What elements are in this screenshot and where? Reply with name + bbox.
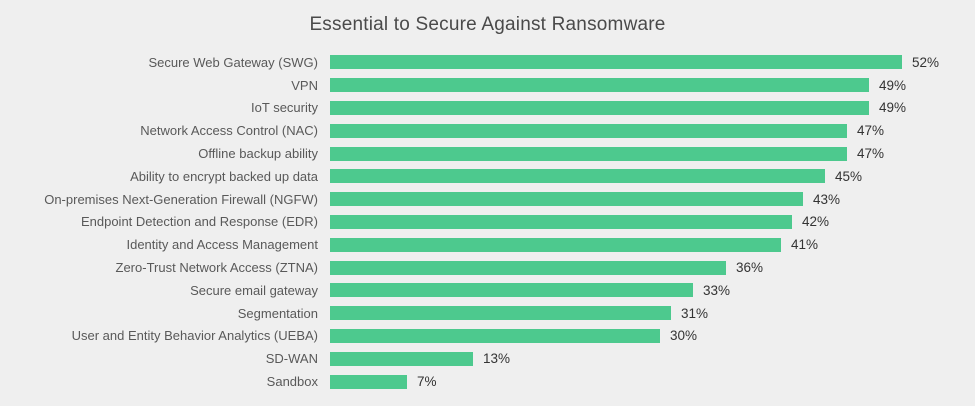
bar bbox=[330, 146, 847, 161]
value-label: 49% bbox=[879, 100, 907, 116]
bar bbox=[330, 237, 781, 252]
value-label: 41% bbox=[791, 237, 819, 253]
category-label: Identity and Access Management bbox=[126, 237, 318, 253]
category-label: On-premises Next-Generation Firewall (NG… bbox=[44, 191, 318, 207]
value-label: 31% bbox=[681, 305, 709, 321]
chart-row: Ability to encrypt backed up data 45% bbox=[0, 165, 975, 188]
bar-track: 30% bbox=[330, 325, 975, 348]
value-label: 30% bbox=[670, 328, 698, 344]
bar-track: 13% bbox=[330, 347, 975, 370]
category-label: Ability to encrypt backed up data bbox=[130, 168, 318, 184]
bar-track: 49% bbox=[330, 74, 975, 97]
value-label: 13% bbox=[483, 351, 511, 367]
bar bbox=[330, 123, 847, 138]
value-label: 36% bbox=[736, 260, 764, 276]
category-label: SD-WAN bbox=[265, 351, 318, 367]
value-label: 45% bbox=[835, 168, 863, 184]
category-label: Zero-Trust Network Access (ZTNA) bbox=[115, 260, 318, 276]
chart-row: On-premises Next-Generation Firewall (NG… bbox=[0, 188, 975, 211]
chart-row: Offline backup ability 47% bbox=[0, 142, 975, 165]
category-label: Segmentation bbox=[237, 305, 318, 321]
chart-row: Endpoint Detection and Response (EDR) 42% bbox=[0, 211, 975, 234]
bar-track: 36% bbox=[330, 256, 975, 279]
value-label: 49% bbox=[879, 77, 907, 93]
category-label: IoT security bbox=[251, 100, 318, 116]
bar bbox=[330, 374, 407, 389]
category-label: Sandbox bbox=[266, 374, 318, 390]
bar bbox=[330, 328, 660, 343]
bar-track: 47% bbox=[330, 142, 975, 165]
chart-row: Network Access Control (NAC) 47% bbox=[0, 119, 975, 142]
category-label: Network Access Control (NAC) bbox=[140, 123, 318, 139]
chart-row: VPN 49% bbox=[0, 74, 975, 97]
category-label: Offline backup ability bbox=[198, 146, 318, 162]
bar bbox=[330, 214, 792, 229]
bar-track: 31% bbox=[330, 302, 975, 325]
chart-rows: Secure Web Gateway (SWG) 52% VPN 49% IoT sec… bbox=[0, 51, 975, 393]
chart-row: Identity and Access Management 41% bbox=[0, 233, 975, 256]
bar bbox=[330, 260, 726, 275]
value-label: 33% bbox=[703, 282, 731, 298]
bar bbox=[330, 306, 671, 321]
category-label: User and Entity Behavior Analytics (UEBA… bbox=[71, 328, 318, 344]
category-label: Secure email gateway bbox=[190, 282, 318, 298]
bar bbox=[330, 351, 473, 366]
chart-row: Segmentation 31% bbox=[0, 302, 975, 325]
chart-title: Essential to Secure Against Ransomware bbox=[309, 14, 666, 35]
chart-row: Sandbox 7% bbox=[0, 370, 975, 393]
bar bbox=[330, 192, 803, 207]
bar-track: 52% bbox=[330, 51, 975, 74]
value-label: 47% bbox=[857, 146, 885, 162]
category-label: VPN bbox=[291, 77, 318, 93]
bar bbox=[330, 55, 902, 70]
chart-row: Secure email gateway 33% bbox=[0, 279, 975, 302]
chart-row: User and Entity Behavior Analytics (UEBA… bbox=[0, 325, 975, 348]
bar bbox=[330, 283, 693, 298]
chart-row: Secure Web Gateway (SWG) 52% bbox=[0, 51, 975, 74]
bar-track: 47% bbox=[330, 119, 975, 142]
bar bbox=[330, 100, 869, 115]
category-label: Endpoint Detection and Response (EDR) bbox=[80, 214, 318, 230]
bar-track: 49% bbox=[330, 97, 975, 120]
bar bbox=[330, 169, 825, 184]
value-label: 43% bbox=[813, 191, 841, 207]
value-label: 52% bbox=[912, 54, 940, 70]
bar bbox=[330, 78, 869, 93]
bar-track: 45% bbox=[330, 165, 975, 188]
category-label: Secure Web Gateway (SWG) bbox=[148, 54, 318, 70]
chart-row: IoT security 49% bbox=[0, 97, 975, 120]
value-label: 42% bbox=[802, 214, 830, 230]
bar-track: 33% bbox=[330, 279, 975, 302]
chart-row: Zero-Trust Network Access (ZTNA) 36% bbox=[0, 256, 975, 279]
bar-track: 42% bbox=[330, 211, 975, 234]
chart-row: SD-WAN 13% bbox=[0, 347, 975, 370]
bar-track: 43% bbox=[330, 188, 975, 211]
bar-track: 41% bbox=[330, 233, 975, 256]
value-label: 47% bbox=[857, 123, 885, 139]
value-label: 7% bbox=[417, 374, 437, 390]
bar-track: 7% bbox=[330, 370, 975, 393]
